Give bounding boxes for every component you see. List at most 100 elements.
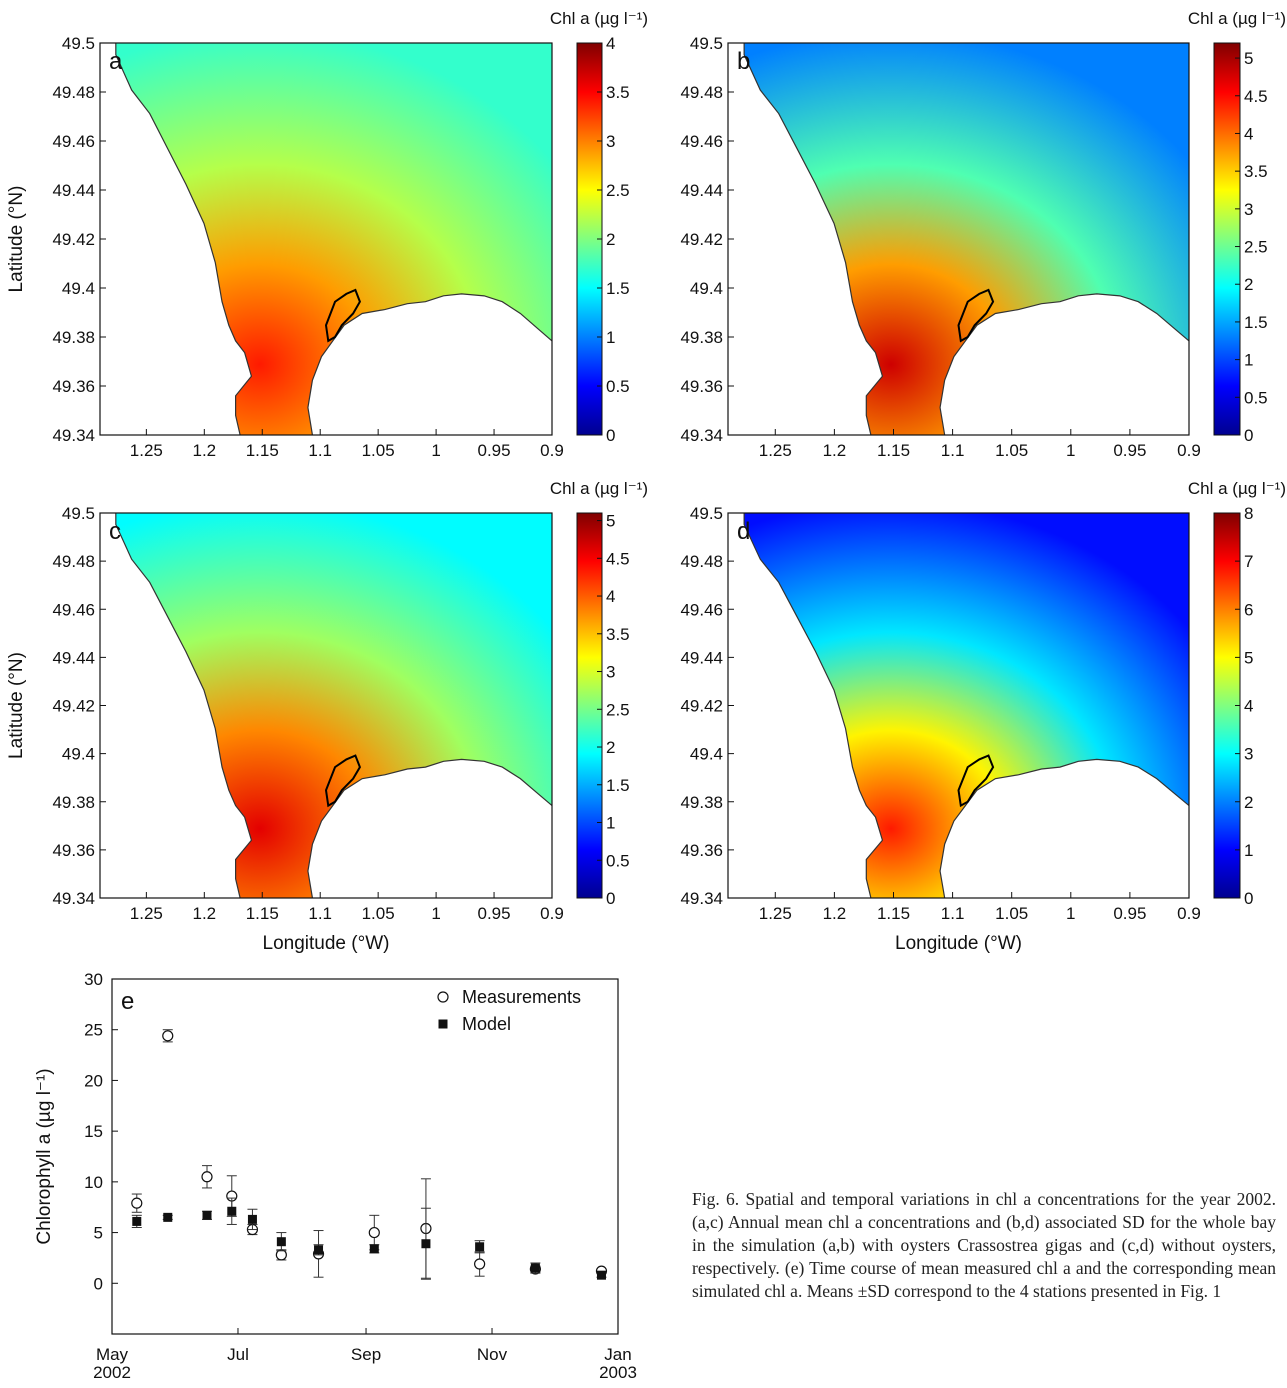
colorbar-tick-label-d: 1 bbox=[1244, 841, 1253, 860]
colorbar-tick-label-a: 0 bbox=[606, 426, 615, 445]
south-coastline-a bbox=[307, 293, 553, 436]
y-tick-label-c: 49.4 bbox=[62, 745, 95, 764]
model-point bbox=[530, 1263, 540, 1273]
y-tick-label-e: 30 bbox=[84, 970, 103, 989]
model-point bbox=[227, 1206, 237, 1216]
water-area-c bbox=[115, 513, 552, 898]
y-tick-label-e: 20 bbox=[84, 1071, 103, 1090]
colorbar-tick-label-a: 1 bbox=[606, 328, 615, 347]
x-tick-label-d: 1 bbox=[1066, 904, 1075, 923]
colorbar-tick-label-d: 3 bbox=[1244, 745, 1253, 764]
y-tick-label-d: 49.5 bbox=[690, 504, 723, 523]
x-tick-label-b: 1.05 bbox=[995, 441, 1028, 460]
oyster-park-outline-c bbox=[324, 754, 362, 808]
y-tick-label-c: 49.5 bbox=[62, 504, 95, 523]
legend-label-measurements: Measurements bbox=[462, 987, 581, 1007]
colorbar-tick-label-b: 0 bbox=[1244, 426, 1253, 445]
model-point bbox=[276, 1237, 286, 1247]
colorbar-tick-label-d: 2 bbox=[1244, 793, 1253, 812]
model-point bbox=[369, 1244, 379, 1254]
y-tick-label-d: 49.44 bbox=[680, 648, 723, 667]
colorbar-tick-label-c: 2.5 bbox=[606, 700, 630, 719]
y-tick-label-d: 49.42 bbox=[680, 697, 723, 716]
y-tick-label-b: 49.5 bbox=[690, 34, 723, 53]
y-tick-label-d: 49.48 bbox=[680, 552, 723, 571]
oyster-park-outline-d bbox=[957, 754, 995, 808]
x-tick-year-label-e: 2003 bbox=[599, 1363, 637, 1382]
y-tick-label-d: 49.46 bbox=[680, 600, 723, 619]
y-tick-label-b: 49.34 bbox=[680, 426, 723, 445]
x-tick-label-d: 0.95 bbox=[1113, 904, 1146, 923]
colorbar-tick-label-b: 4.5 bbox=[1244, 87, 1268, 106]
x-tick-label-a: 1.2 bbox=[192, 441, 216, 460]
y-tick-label-a: 49.34 bbox=[52, 426, 95, 445]
legend-marker-measurements bbox=[437, 991, 449, 1003]
colorbar-tick-label-a: 3.5 bbox=[606, 83, 630, 102]
x-tick-label-a: 0.95 bbox=[478, 441, 511, 460]
model-point bbox=[314, 1245, 324, 1255]
y-tick-label-a: 49.42 bbox=[52, 230, 95, 249]
y-tick-label-e: 25 bbox=[84, 1021, 103, 1040]
x-tick-label-e: Nov bbox=[477, 1345, 508, 1364]
x-tick-label-c: 1.15 bbox=[246, 904, 279, 923]
x-tick-label-a: 1.05 bbox=[362, 441, 395, 460]
y-tick-label-b: 49.42 bbox=[680, 230, 723, 249]
colorbar-tick-label-a: 3 bbox=[606, 132, 615, 151]
y-tick-label-a: 49.46 bbox=[52, 132, 95, 151]
colorbar-title-c: Chl a (µg l⁻¹) bbox=[550, 479, 648, 498]
x-tick-year-label-e: 2002 bbox=[93, 1363, 131, 1382]
x-tick-label-d: 1.05 bbox=[995, 904, 1028, 923]
x-axis-label-d: Longitude (°W) bbox=[895, 933, 1022, 954]
x-tick-label-a: 0.9 bbox=[540, 441, 564, 460]
y-axis-label-c: Latitude (°N) bbox=[6, 652, 27, 759]
y-tick-label-c: 49.36 bbox=[52, 841, 95, 860]
y-tick-label-b: 49.48 bbox=[680, 83, 723, 102]
x-tick-label-c: 1 bbox=[431, 904, 440, 923]
panel-letter-b: b bbox=[737, 48, 750, 75]
x-tick-label-c: 1.25 bbox=[130, 904, 163, 923]
x-tick-label-a: 1.25 bbox=[130, 441, 163, 460]
legend-label-model: Model bbox=[462, 1014, 511, 1034]
map-panel-a: a 1.25 1.2 1.15 1.1 1.05 1 0.95 0.9 49.34 49.36 49.… bbox=[6, 9, 648, 460]
water-area-b bbox=[744, 43, 1189, 435]
x-tick-label-e: Jan bbox=[604, 1345, 631, 1364]
map-panel-b: b 1.25 1.2 1.15 1.1 1.05 1 0.95 0.9 49.34 49.36 49.… bbox=[680, 9, 1286, 460]
colorbar-tick-label-d: 7 bbox=[1244, 552, 1253, 571]
x-tick-label-b: 0.95 bbox=[1113, 441, 1146, 460]
x-tick-label-b: 1.15 bbox=[877, 441, 910, 460]
measurement-point bbox=[201, 1171, 213, 1183]
colorbar-tick-label-b: 4 bbox=[1244, 124, 1253, 143]
colorbar-tick-label-b: 0.5 bbox=[1244, 388, 1268, 407]
y-tick-label-b: 49.46 bbox=[680, 132, 723, 151]
series-model bbox=[131, 1197, 607, 1280]
y-tick-label-d: 49.36 bbox=[680, 841, 723, 860]
x-tick-label-c: 0.9 bbox=[540, 904, 564, 923]
panel-letter-c: c bbox=[109, 518, 121, 545]
colorbar-tick-label-c: 2 bbox=[606, 738, 615, 757]
y-tick-label-d: 49.34 bbox=[680, 889, 723, 908]
water-area-d bbox=[744, 513, 1189, 898]
measurement-point bbox=[275, 1249, 287, 1261]
x-tick-label-d: 1.25 bbox=[759, 904, 792, 923]
map-panel-d: d 1.25 1.2 1.15 1.1 1.05 1 0.95 0.9 49.34 49.36 49.… bbox=[680, 479, 1286, 954]
y-tick-label-e: 0 bbox=[94, 1274, 103, 1293]
y-tick-label-e: 5 bbox=[94, 1224, 103, 1243]
series-measurements bbox=[131, 1029, 608, 1279]
x-tick-label-d: 1.2 bbox=[823, 904, 847, 923]
y-tick-label-d: 49.4 bbox=[690, 745, 723, 764]
x-tick-label-b: 1.2 bbox=[823, 441, 847, 460]
colorbar-c bbox=[576, 512, 603, 899]
model-point bbox=[475, 1242, 485, 1252]
x-tick-label-a: 1.15 bbox=[246, 441, 279, 460]
colorbar-tick-label-b: 1.5 bbox=[1244, 313, 1268, 332]
south-coastline-b bbox=[939, 293, 1190, 436]
y-tick-label-a: 49.36 bbox=[52, 377, 95, 396]
model-point bbox=[132, 1216, 142, 1226]
colorbar-tick-label-a: 2 bbox=[606, 230, 615, 249]
oyster-park-outline-a bbox=[324, 288, 362, 343]
panel-letter-d: d bbox=[737, 518, 750, 545]
colorbar-b bbox=[1213, 42, 1241, 436]
colorbar-tick-label-a: 4 bbox=[606, 34, 615, 53]
